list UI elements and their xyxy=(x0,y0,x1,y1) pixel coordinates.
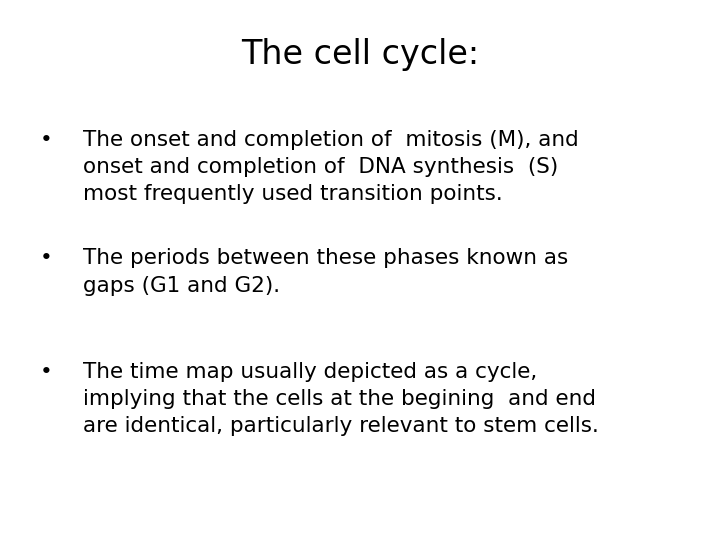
Text: The cell cycle:: The cell cycle: xyxy=(241,38,479,71)
Text: The onset and completion of  mitosis (M), and
onset and completion of  DNA synth: The onset and completion of mitosis (M),… xyxy=(83,130,579,204)
Text: •: • xyxy=(40,248,53,268)
Text: •: • xyxy=(40,130,53,150)
Text: The time map usually depicted as a cycle,
implying that the cells at the beginin: The time map usually depicted as a cycle… xyxy=(83,362,598,436)
Text: •: • xyxy=(40,362,53,382)
Text: The periods between these phases known as
gaps (G1 and G2).: The periods between these phases known a… xyxy=(83,248,568,295)
